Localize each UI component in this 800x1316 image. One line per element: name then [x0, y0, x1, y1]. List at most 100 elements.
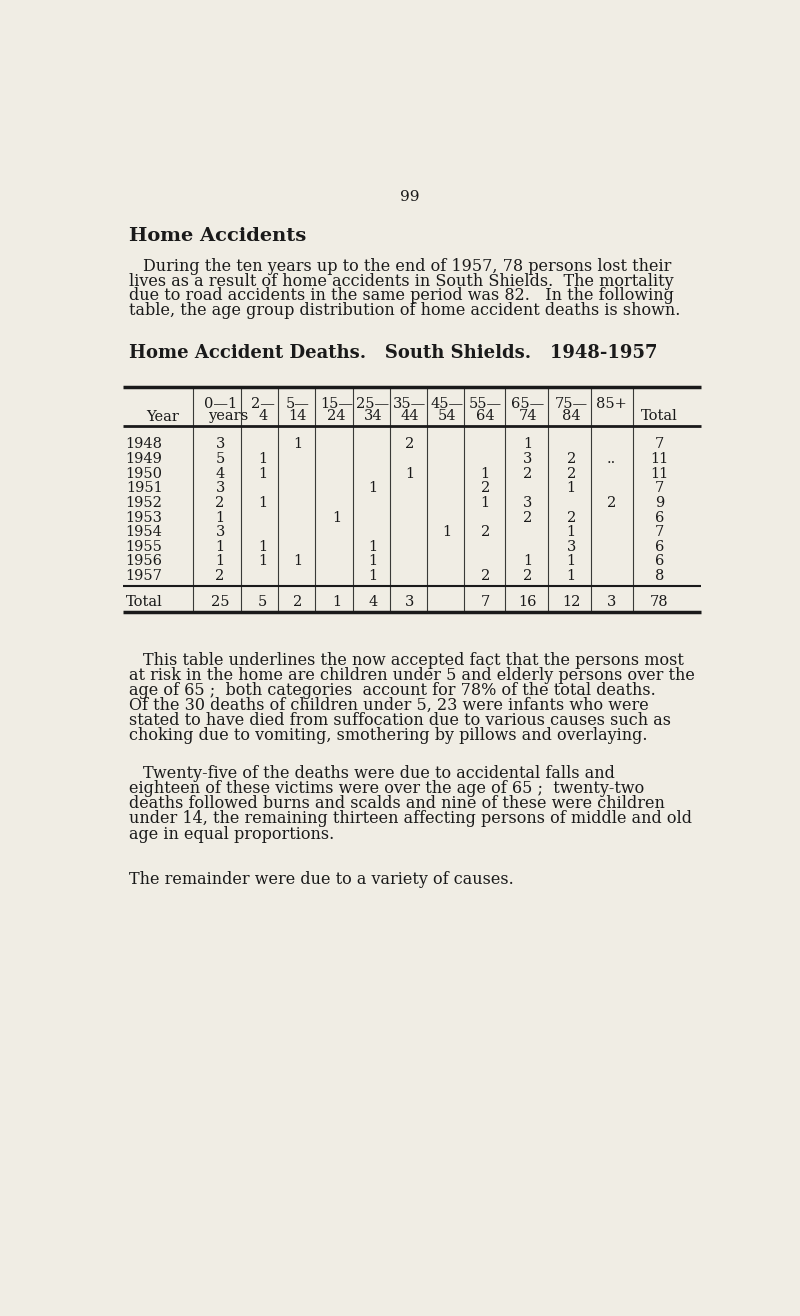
Text: 1952: 1952 — [126, 496, 162, 511]
Text: 2: 2 — [523, 467, 533, 480]
Text: 2: 2 — [607, 496, 616, 511]
Text: 3: 3 — [523, 496, 533, 511]
Text: 1: 1 — [566, 482, 576, 495]
Text: 4: 4 — [215, 467, 225, 480]
Text: 2: 2 — [215, 496, 225, 511]
Text: This table underlines the now accepted fact that the persons most: This table underlines the now accepted f… — [143, 653, 684, 670]
Text: 3: 3 — [566, 540, 576, 554]
Text: age in equal proportions.: age in equal proportions. — [130, 825, 334, 842]
Text: 2: 2 — [566, 467, 576, 480]
Text: 1: 1 — [293, 554, 302, 569]
Text: During the ten years up to the end of 1957, 78 persons lost their: During the ten years up to the end of 19… — [143, 258, 672, 275]
Text: stated to have died from suffocation due to various causes such as: stated to have died from suffocation due… — [130, 712, 671, 729]
Text: 1: 1 — [293, 437, 302, 451]
Text: 34: 34 — [363, 409, 382, 422]
Text: 1956: 1956 — [126, 554, 162, 569]
Text: 6: 6 — [655, 554, 664, 569]
Text: 5: 5 — [215, 453, 225, 466]
Text: choking due to vomiting, smothering by pillows and overlaying.: choking due to vomiting, smothering by p… — [130, 728, 648, 745]
Text: 1957: 1957 — [126, 569, 162, 583]
Text: 1: 1 — [332, 595, 341, 608]
Text: 24: 24 — [327, 409, 346, 422]
Text: 7: 7 — [481, 595, 490, 608]
Text: 7: 7 — [655, 525, 664, 540]
Text: age of 65 ;  both categories  account for 78% of the total deaths.: age of 65 ; both categories account for … — [130, 682, 656, 699]
Text: Twenty-five of the deaths were due to accidental falls and: Twenty-five of the deaths were due to ac… — [143, 766, 615, 783]
Text: 7: 7 — [655, 482, 664, 495]
Text: 5—: 5— — [286, 397, 310, 412]
Text: 1: 1 — [566, 554, 576, 569]
Text: at risk in the home are children under 5 and elderly persons over the: at risk in the home are children under 5… — [130, 667, 695, 684]
Text: 1: 1 — [368, 569, 378, 583]
Text: 6: 6 — [655, 540, 664, 554]
Text: 74: 74 — [518, 409, 537, 422]
Text: 9: 9 — [655, 496, 664, 511]
Text: 25: 25 — [211, 595, 230, 608]
Text: 1: 1 — [215, 554, 225, 569]
Text: eighteen of these victims were over the age of 65 ;  twenty-two: eighteen of these victims were over the … — [130, 780, 645, 797]
Text: 16: 16 — [518, 595, 537, 608]
Text: 1: 1 — [481, 496, 490, 511]
Text: 1953: 1953 — [126, 511, 162, 525]
Text: lives as a result of home accidents in South Shields.  The mortality: lives as a result of home accidents in S… — [130, 272, 674, 290]
Text: 1: 1 — [406, 467, 414, 480]
Text: 1954: 1954 — [126, 525, 162, 540]
Text: ..: .. — [607, 453, 616, 466]
Text: 3: 3 — [406, 595, 414, 608]
Text: The remainder were due to a variety of causes.: The remainder were due to a variety of c… — [130, 871, 514, 888]
Text: Home Accident Deaths.   South Shields.   1948-1957: Home Accident Deaths. South Shields. 194… — [130, 345, 658, 362]
Text: 2: 2 — [293, 595, 302, 608]
Text: 1948: 1948 — [126, 437, 162, 451]
Text: 5: 5 — [258, 595, 267, 608]
Text: 85+: 85+ — [596, 397, 627, 412]
Text: 11: 11 — [650, 467, 669, 480]
Text: 1: 1 — [368, 554, 378, 569]
Text: 1: 1 — [258, 554, 267, 569]
Text: 3: 3 — [215, 482, 225, 495]
Text: years: years — [208, 409, 248, 422]
Text: 1: 1 — [566, 569, 576, 583]
Text: deaths followed burns and scalds and nine of these were children: deaths followed burns and scalds and nin… — [130, 795, 666, 812]
Text: 1: 1 — [523, 554, 532, 569]
Text: 3: 3 — [523, 453, 533, 466]
Text: 55—: 55— — [469, 397, 502, 412]
Text: 1949: 1949 — [126, 453, 162, 466]
Text: 65—: 65— — [511, 397, 545, 412]
Text: 44: 44 — [401, 409, 419, 422]
Text: 2: 2 — [566, 511, 576, 525]
Text: 2: 2 — [215, 569, 225, 583]
Text: Home Accidents: Home Accidents — [130, 228, 306, 245]
Text: 75—: 75— — [554, 397, 588, 412]
Text: 1951: 1951 — [126, 482, 162, 495]
Text: 84: 84 — [562, 409, 581, 422]
Text: 1950: 1950 — [126, 467, 162, 480]
Text: 45—: 45— — [430, 397, 464, 412]
Text: 1: 1 — [258, 453, 267, 466]
Text: 7: 7 — [655, 437, 664, 451]
Text: Of the 30 deaths of children under 5, 23 were infants who were: Of the 30 deaths of children under 5, 23… — [130, 697, 650, 715]
Text: 0—1: 0—1 — [203, 397, 237, 412]
Text: due to road accidents in the same period was 82.   In the following: due to road accidents in the same period… — [130, 287, 674, 304]
Text: 1: 1 — [258, 540, 267, 554]
Text: 2: 2 — [406, 437, 414, 451]
Text: 4: 4 — [368, 595, 378, 608]
Text: 2: 2 — [566, 453, 576, 466]
Text: table, the age group distribution of home accident deaths is shown.: table, the age group distribution of hom… — [130, 301, 681, 318]
Text: 4: 4 — [258, 409, 267, 422]
Text: 1: 1 — [258, 496, 267, 511]
Text: 64: 64 — [476, 409, 494, 422]
Text: 3: 3 — [607, 595, 616, 608]
Text: 14: 14 — [289, 409, 307, 422]
Text: 99: 99 — [400, 191, 420, 204]
Text: 1: 1 — [566, 525, 576, 540]
Text: 1: 1 — [368, 482, 378, 495]
Text: 2: 2 — [481, 525, 490, 540]
Text: 1: 1 — [523, 437, 532, 451]
Text: 54: 54 — [438, 409, 457, 422]
Text: 1: 1 — [442, 525, 452, 540]
Text: 15—: 15— — [320, 397, 353, 412]
Text: 1: 1 — [368, 540, 378, 554]
Text: 8: 8 — [655, 569, 664, 583]
Text: 11: 11 — [650, 453, 669, 466]
Text: 1: 1 — [258, 467, 267, 480]
